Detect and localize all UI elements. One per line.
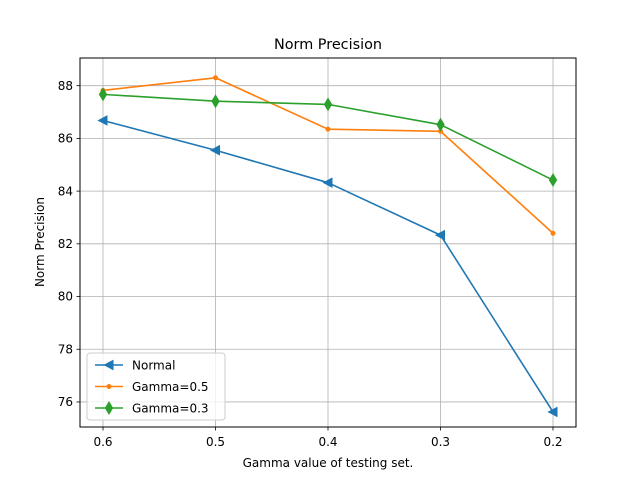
data-point [322,177,333,188]
y-axis-label: Norm Precision [33,197,47,287]
legend-marker [103,359,114,371]
data-point [436,117,445,132]
y-tick-label: 88 [58,79,73,93]
series-gamma-0-3 [98,87,558,188]
y-tick-label: 86 [58,132,73,146]
legend-box [86,352,226,421]
legend-entry: Normal [132,358,175,372]
y-tick-label: 82 [58,237,73,251]
data-point [548,173,558,188]
series-normal [97,115,558,418]
data-point [209,144,220,156]
legend-marker [106,383,112,390]
x-tick-label: 0.3 [431,435,450,449]
y-tick-label: 84 [58,184,73,198]
data-point [98,87,108,102]
chart-title: Norm Precision [274,37,382,53]
x-tick-label: 0.2 [543,435,562,449]
y-axis: 76 78 80 82 84 86 88 [58,79,80,409]
data-point [211,94,220,109]
data-point [547,406,558,418]
data-point [434,229,445,241]
legend-entry: Gamma=0.5 [132,380,209,394]
y-tick-label: 78 [58,342,73,356]
y-tick-label: 80 [58,290,73,304]
data-point [550,230,556,236]
legend-entry: Gamma=0.3 [132,401,209,415]
grid [80,58,576,427]
series-layer [97,75,558,418]
series-gamma-0-5 [100,75,556,236]
legend: Normal Gamma=0.5 Gamma=0.3 [86,352,226,421]
data-point [212,75,219,81]
data-point [323,97,333,112]
data-point [325,126,331,132]
x-tick-label: 0.4 [318,435,337,449]
x-axis: 0.6 0.5 0.4 0.3 0.2 [93,427,563,449]
x-tick-label: 0.6 [93,435,112,449]
y-tick-label: 76 [58,395,73,409]
x-tick-label: 0.5 [206,435,225,449]
x-axis-label: Gamma value of testing set. [243,456,414,470]
legend-marker [104,401,114,415]
data-point [97,115,108,126]
